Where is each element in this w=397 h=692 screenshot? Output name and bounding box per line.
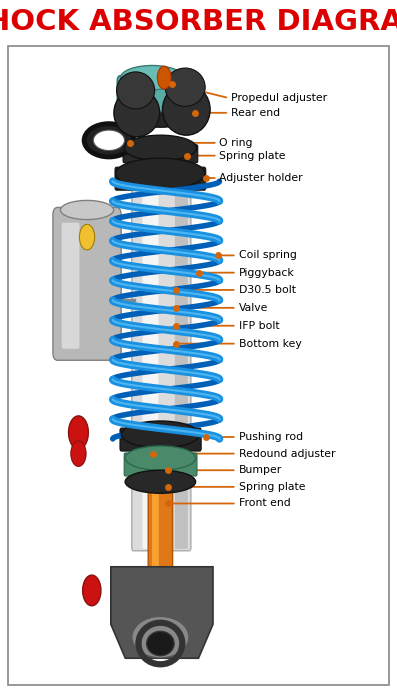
Point xyxy=(203,431,209,442)
Ellipse shape xyxy=(118,92,202,127)
Text: Bottom key: Bottom key xyxy=(239,338,301,349)
Circle shape xyxy=(79,224,94,250)
FancyBboxPatch shape xyxy=(118,75,186,111)
Ellipse shape xyxy=(93,130,125,151)
Text: Front end: Front end xyxy=(239,498,290,509)
Point xyxy=(203,172,209,183)
Text: Coil spring: Coil spring xyxy=(239,251,297,260)
Text: D30.5 bolt: D30.5 bolt xyxy=(239,285,295,295)
Text: SHOCK ABSORBER DIAGRAM: SHOCK ABSORBER DIAGRAM xyxy=(0,8,397,36)
Point xyxy=(172,302,179,313)
Text: O ring: O ring xyxy=(220,138,253,148)
Ellipse shape xyxy=(121,421,199,448)
Text: IFP bolt: IFP bolt xyxy=(239,320,279,331)
FancyBboxPatch shape xyxy=(53,208,121,361)
Ellipse shape xyxy=(117,72,155,109)
Text: Redound adjuster: Redound adjuster xyxy=(239,448,335,459)
FancyBboxPatch shape xyxy=(132,176,191,551)
Ellipse shape xyxy=(124,135,197,161)
FancyBboxPatch shape xyxy=(152,425,159,626)
Text: Bumper: Bumper xyxy=(239,465,282,475)
Text: Spring plate: Spring plate xyxy=(220,151,286,161)
Text: Propedul adjuster: Propedul adjuster xyxy=(231,93,327,103)
Ellipse shape xyxy=(121,66,183,90)
FancyBboxPatch shape xyxy=(175,179,188,549)
Text: Adjuster holder: Adjuster holder xyxy=(220,173,303,183)
Point xyxy=(165,465,171,476)
Ellipse shape xyxy=(162,84,210,135)
Ellipse shape xyxy=(165,68,205,107)
Ellipse shape xyxy=(116,158,205,189)
FancyBboxPatch shape xyxy=(143,179,158,549)
FancyBboxPatch shape xyxy=(124,453,197,476)
Text: Rear end: Rear end xyxy=(231,108,280,118)
Text: Spring plate: Spring plate xyxy=(239,482,305,492)
Point xyxy=(191,107,198,118)
Point xyxy=(172,320,179,331)
Text: Pushing rod: Pushing rod xyxy=(239,432,303,442)
Ellipse shape xyxy=(114,89,160,137)
Point xyxy=(150,448,156,459)
FancyBboxPatch shape xyxy=(123,145,198,163)
Polygon shape xyxy=(111,567,213,658)
FancyBboxPatch shape xyxy=(115,167,206,190)
Ellipse shape xyxy=(125,471,196,493)
Point xyxy=(165,482,171,493)
Circle shape xyxy=(83,575,101,606)
Point xyxy=(184,150,190,161)
FancyBboxPatch shape xyxy=(148,424,173,627)
FancyBboxPatch shape xyxy=(120,428,201,451)
Ellipse shape xyxy=(84,124,134,157)
Ellipse shape xyxy=(132,617,189,658)
Point xyxy=(172,338,179,349)
FancyBboxPatch shape xyxy=(62,223,79,349)
Circle shape xyxy=(69,416,89,449)
Ellipse shape xyxy=(146,631,174,655)
Point xyxy=(172,284,179,295)
Point xyxy=(127,137,133,148)
Text: Piggyback: Piggyback xyxy=(239,268,294,277)
Ellipse shape xyxy=(60,201,114,219)
Circle shape xyxy=(71,441,86,466)
Point xyxy=(195,267,202,278)
Text: Valve: Valve xyxy=(239,303,268,313)
Point xyxy=(165,498,171,509)
Circle shape xyxy=(157,66,171,89)
Ellipse shape xyxy=(125,446,196,471)
Point xyxy=(214,250,221,261)
Point xyxy=(169,78,175,89)
